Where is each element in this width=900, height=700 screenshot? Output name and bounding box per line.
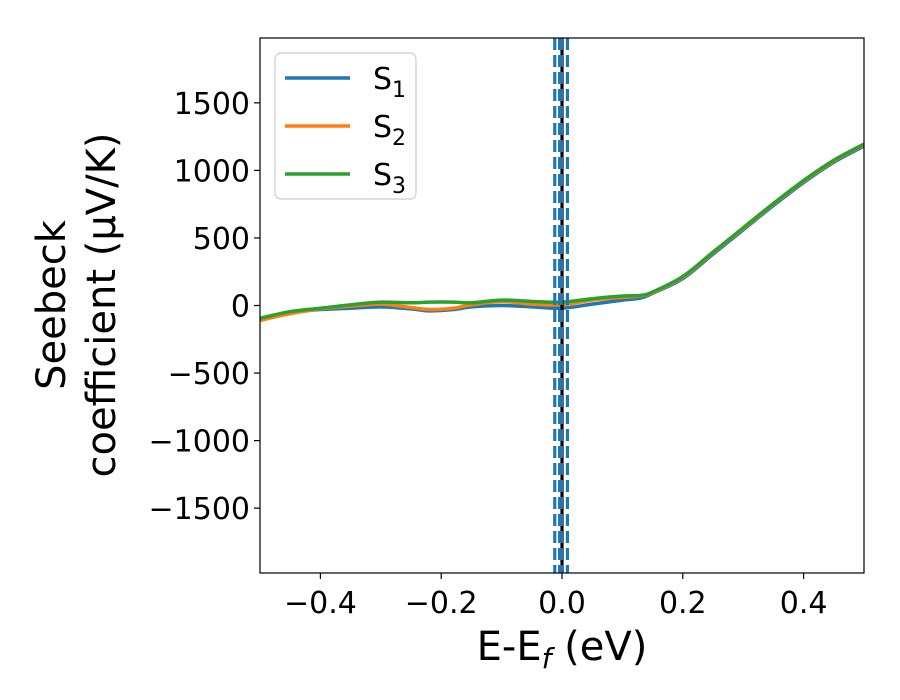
y-tick-label: 0 <box>231 290 250 325</box>
y-axis-ticks: 1500 1000 500 0 −500 −1000 −1500 <box>149 87 260 527</box>
x-axis-label-unit: (eV) <box>551 624 647 670</box>
x-tick-label: 0.4 <box>780 586 828 621</box>
reference-lines <box>553 38 570 573</box>
y-tick-label: −500 <box>168 357 250 392</box>
y-tick-label: 500 <box>193 222 250 257</box>
x-tick-label: 0.2 <box>659 586 707 621</box>
x-tick-label: 0.0 <box>538 586 586 621</box>
y-axis-label: Seebeck coefficient (μV/K) <box>29 133 125 478</box>
y-axis-label-line1: Seebeck <box>29 219 75 390</box>
x-axis-label: E-Ef (eV) <box>477 624 648 675</box>
y-axis-label-line2: coefficient (μV/K) <box>79 133 125 478</box>
y-tick-label: −1500 <box>149 492 250 527</box>
x-tick-label: −0.2 <box>405 586 478 621</box>
legend-label-1: S1 <box>373 62 406 103</box>
x-axis-ticks: −0.4 −0.2 0.0 0.2 0.4 <box>284 573 827 621</box>
y-tick-label: −1000 <box>149 425 250 460</box>
y-tick-label: 1500 <box>174 87 250 122</box>
legend: S1 S2 S3 <box>274 52 417 200</box>
legend-label-3: S3 <box>373 158 406 199</box>
y-tick-label: 1000 <box>174 154 250 189</box>
x-tick-label: −0.4 <box>284 586 357 621</box>
legend-label-2: S2 <box>373 110 406 151</box>
